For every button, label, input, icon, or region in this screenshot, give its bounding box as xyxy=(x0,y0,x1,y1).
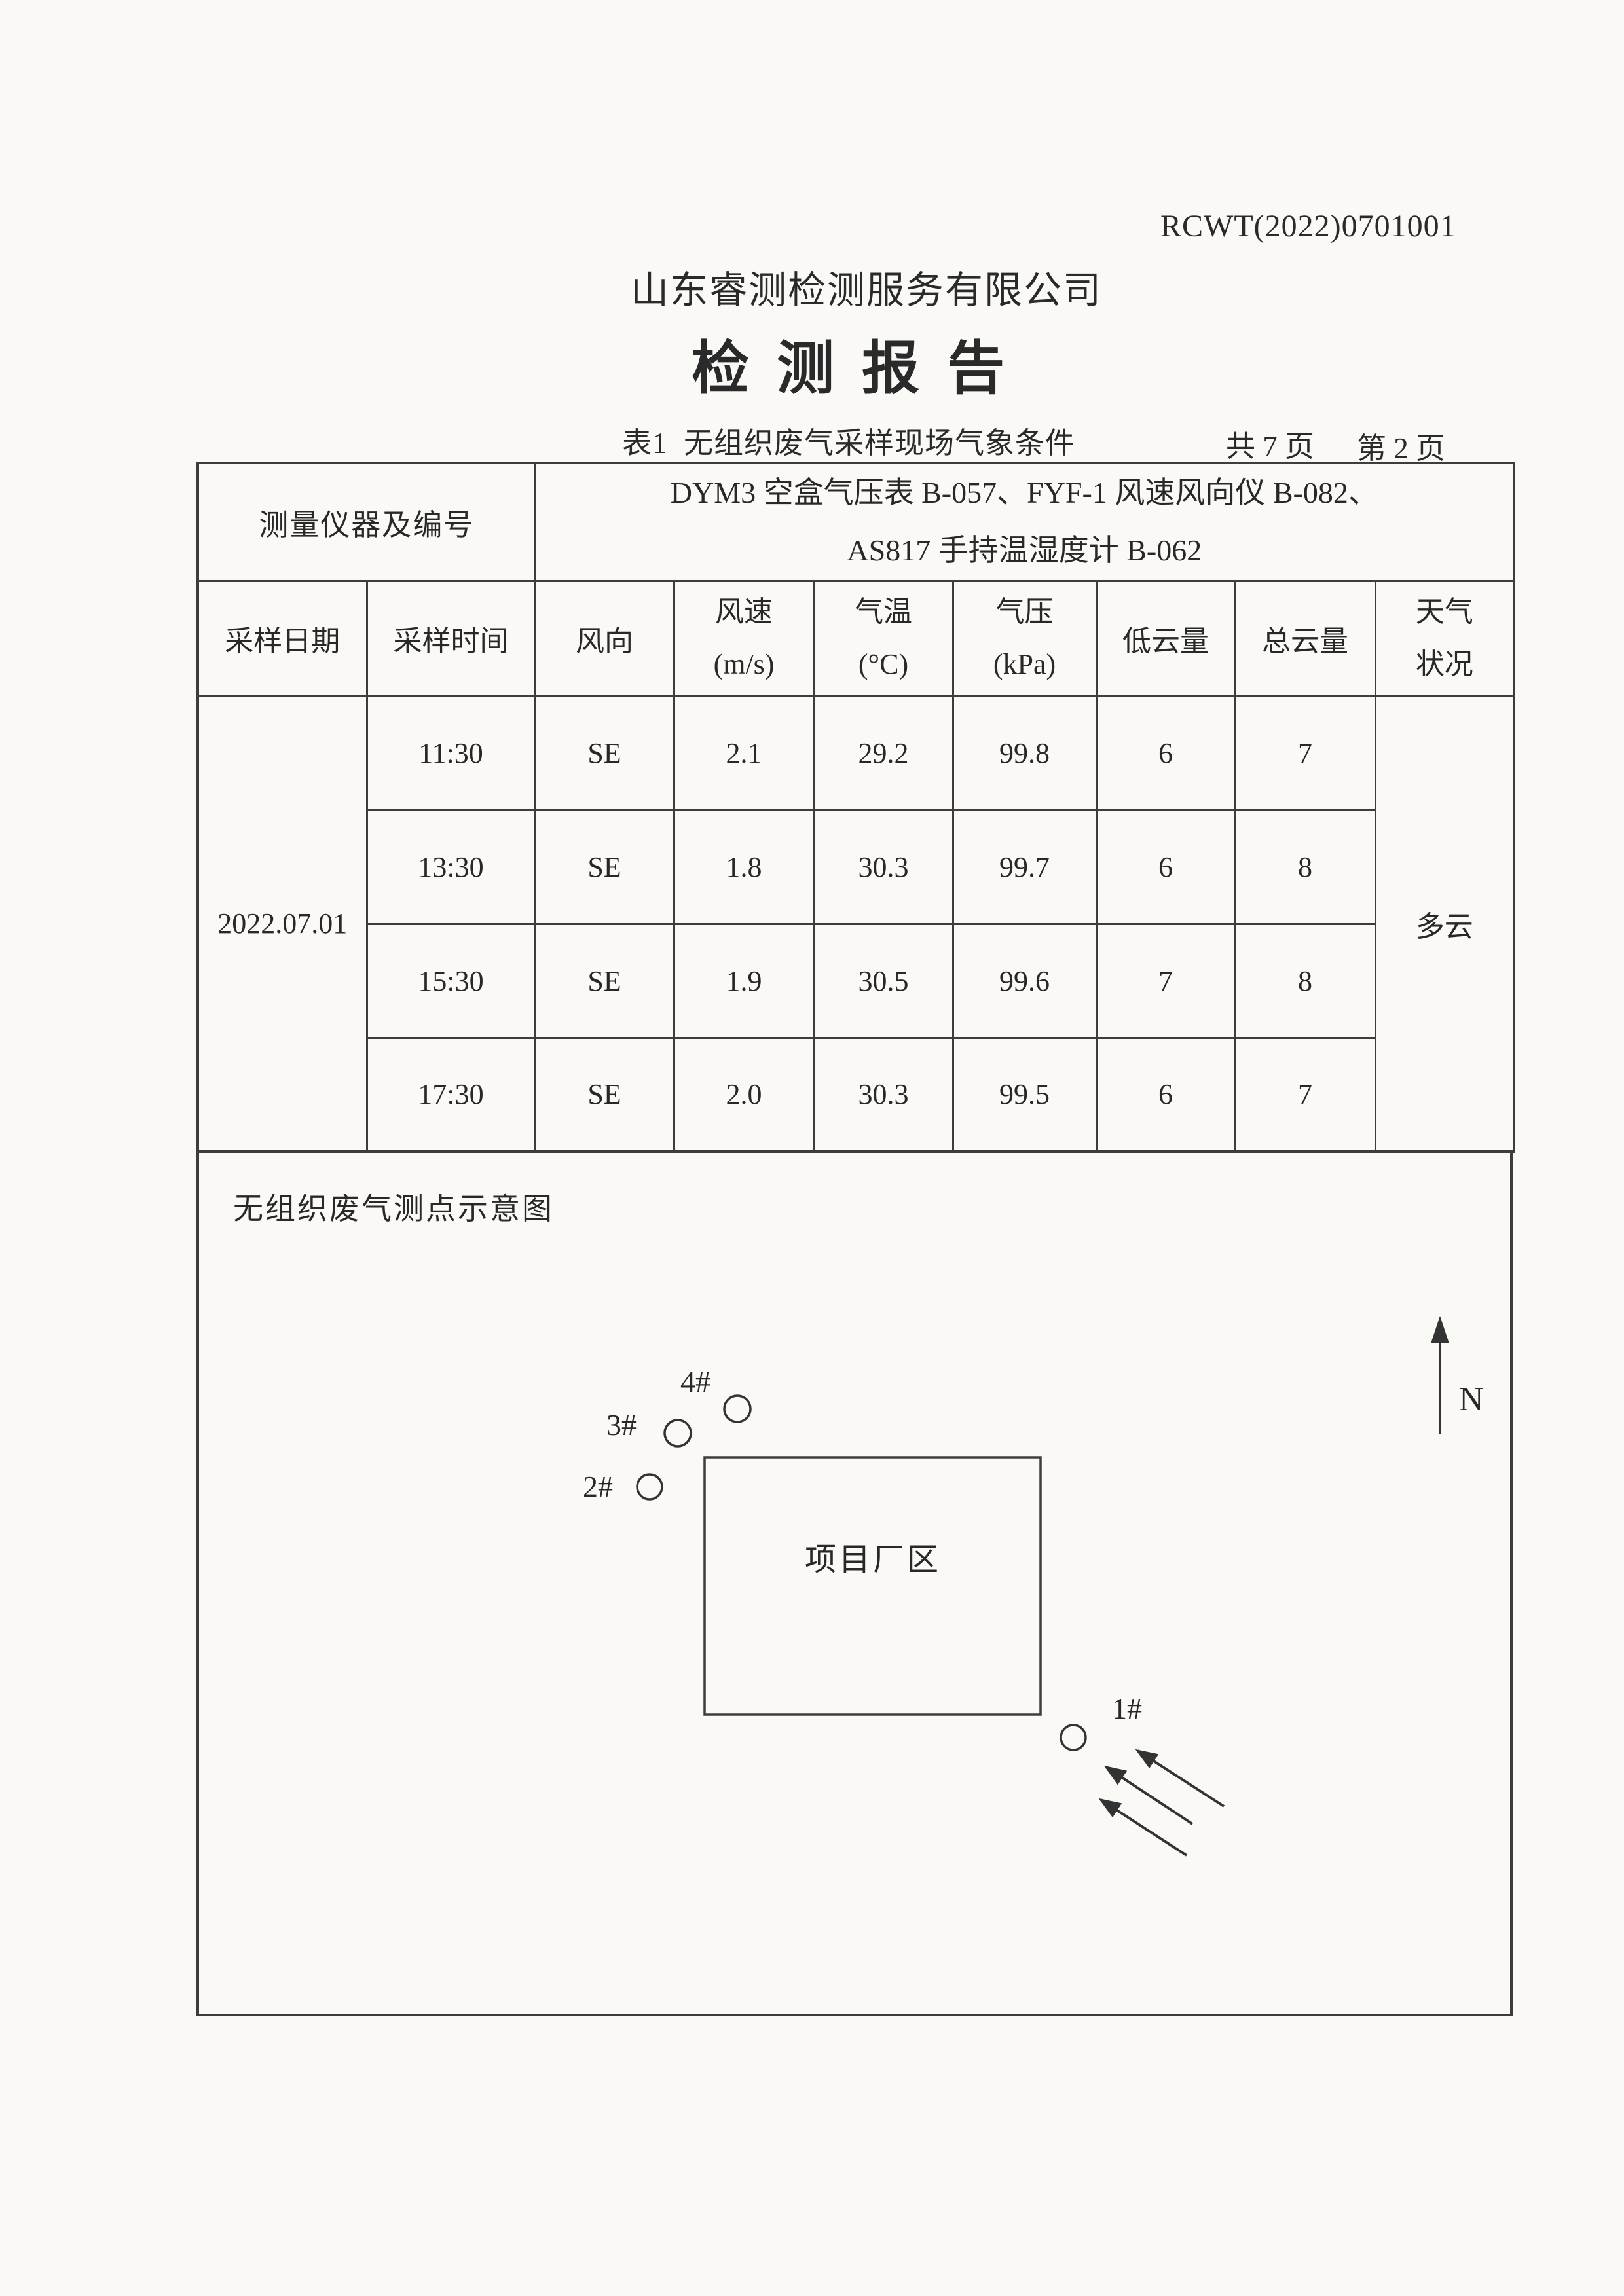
time-cell: 13:30 xyxy=(365,809,536,925)
temp-cell: 30.3 xyxy=(813,809,954,925)
factory-area-box xyxy=(703,1456,1042,1716)
diagram-title: 无组织废气测点示意图 xyxy=(233,1192,554,1226)
point-label-3: 3# xyxy=(606,1408,637,1442)
header-weather-label-2: 状况 xyxy=(1415,648,1473,680)
header-weather-label-1: 天气 xyxy=(1415,596,1473,628)
wind-arrow-3 xyxy=(1098,1798,1188,1857)
point-marker-3 xyxy=(663,1419,692,1448)
document-title: 检 测 报 告 xyxy=(692,338,1012,401)
total-cloud-cell: 7 xyxy=(1234,1036,1376,1153)
instrument-line-1: DYM3 空盒气压表 B-057、FYF-1 风速风向仪 B-082、 xyxy=(670,476,1378,510)
total-cloud-cell: 7 xyxy=(1234,695,1376,811)
report-number: RCWT(2022)0701001 xyxy=(1160,209,1456,244)
header-wind-speed: 风速 (m/s) xyxy=(673,579,815,697)
pressure-cell: 99.5 xyxy=(951,1036,1098,1153)
header-total-cloud: 总云量 xyxy=(1234,579,1376,697)
point-marker-1 xyxy=(1060,1724,1087,1751)
low-cloud-cell: 6 xyxy=(1095,1036,1236,1153)
factory-area-label: 项目厂区 xyxy=(805,1542,941,1577)
wind-speed-cell: 2.1 xyxy=(673,695,815,811)
wind-dir-cell: SE xyxy=(534,695,675,811)
sampling-date: 2022.07.01 xyxy=(196,695,368,1153)
header-pressure-unit: (kPa) xyxy=(993,648,1056,680)
total-cloud-cell: 8 xyxy=(1234,809,1376,925)
header-temperature: 气温 (°C) xyxy=(813,579,954,697)
point-label-4: 4# xyxy=(680,1365,710,1398)
header-wind-speed-label: 风速 xyxy=(715,596,773,628)
header-wind-direction: 风向 xyxy=(534,579,675,697)
point-marker-4 xyxy=(723,1394,752,1423)
time-cell: 17:30 xyxy=(365,1036,536,1153)
page-count-total: 共 7 页 xyxy=(1226,430,1315,463)
pressure-cell: 99.7 xyxy=(951,809,1098,925)
north-label: N xyxy=(1459,1381,1484,1418)
point-marker-2 xyxy=(636,1473,663,1501)
wind-arrow-1 xyxy=(1135,1749,1225,1808)
sampling-points-diagram: 无组织废气测点示意图 4# 3# 2# 项目厂区 1# xyxy=(196,1151,1513,2016)
low-cloud-cell: 7 xyxy=(1095,922,1236,1039)
low-cloud-cell: 6 xyxy=(1095,809,1236,925)
instrument-list-cell: DYM3 空盒气压表 B-057、FYF-1 风速风向仪 B-082、 AS81… xyxy=(534,462,1515,582)
instrument-line-2: AS817 手持温湿度计 B-062 xyxy=(847,534,1202,568)
wind-speed-cell: 1.8 xyxy=(673,809,815,925)
north-arrow-head xyxy=(1431,1316,1449,1343)
point-label-2: 2# xyxy=(583,1470,613,1503)
table-caption: 表1 无组织废气采样现场气象条件 xyxy=(622,427,1076,460)
page-count-current: 第 2 页 xyxy=(1357,432,1446,465)
wind-arrow-2 xyxy=(1103,1765,1194,1825)
table-header-row: 采样日期 采样时间 风向 风速 (m/s) 气温 (°C) 气压 (kPa) 低… xyxy=(196,579,1515,697)
total-cloud-cell: 8 xyxy=(1234,922,1376,1039)
company-name: 山东睿测检测服务有限公司 xyxy=(631,269,1103,312)
header-weather: 天气 状况 xyxy=(1374,579,1515,697)
table-row: 15:30 SE 1.9 30.5 99.6 7 8 xyxy=(198,922,1514,1039)
table-row: 13:30 SE 1.8 30.3 99.7 6 8 xyxy=(198,809,1514,925)
temp-cell: 30.5 xyxy=(813,922,954,1039)
table-row: 17:30 SE 2.0 30.3 99.5 6 7 xyxy=(198,1036,1514,1153)
header-temperature-unit: (°C) xyxy=(858,648,909,680)
diagram-canvas: 4# 3# 2# 项目厂区 1# N xyxy=(583,1316,1484,1857)
instrument-label-cell: 测量仪器及编号 xyxy=(196,462,536,582)
low-cloud-cell: 6 xyxy=(1095,695,1236,811)
header-time: 采样时间 xyxy=(365,579,536,697)
pressure-cell: 99.6 xyxy=(951,922,1098,1039)
header-low-cloud: 低云量 xyxy=(1095,579,1236,697)
pressure-cell: 99.8 xyxy=(951,695,1098,811)
header-pressure: 气压 (kPa) xyxy=(951,579,1098,697)
time-cell: 11:30 xyxy=(365,695,536,811)
wind-speed-cell: 2.0 xyxy=(673,1036,815,1153)
header-date: 采样日期 xyxy=(196,579,368,697)
wind-dir-cell: SE xyxy=(534,809,675,925)
header-wind-speed-unit: (m/s) xyxy=(713,648,775,680)
temp-cell: 29.2 xyxy=(813,695,954,811)
wind-speed-cell: 1.9 xyxy=(673,922,815,1039)
point-label-1: 1# xyxy=(1112,1692,1142,1725)
header-temperature-label: 气温 xyxy=(855,596,913,628)
table-row-instruments: 测量仪器及编号 DYM3 空盒气压表 B-057、FYF-1 风速风向仪 B-0… xyxy=(196,462,1515,582)
header-pressure-label: 气压 xyxy=(995,596,1054,628)
wind-dir-cell: SE xyxy=(534,1036,675,1153)
meteorological-table: 测量仪器及编号 DYM3 空盒气压表 B-057、FYF-1 风速风向仪 B-0… xyxy=(196,462,1516,1153)
time-cell: 15:30 xyxy=(365,922,536,1039)
table-row: 2022.07.01 11:30 SE 2.1 29.2 99.8 6 7 多云 xyxy=(196,695,1515,1153)
wind-dir-cell: SE xyxy=(534,922,675,1039)
weather-condition: 多云 xyxy=(1374,695,1515,1153)
instrument-label: 测量仪器及编号 xyxy=(259,508,475,541)
temp-cell: 30.3 xyxy=(813,1036,954,1153)
